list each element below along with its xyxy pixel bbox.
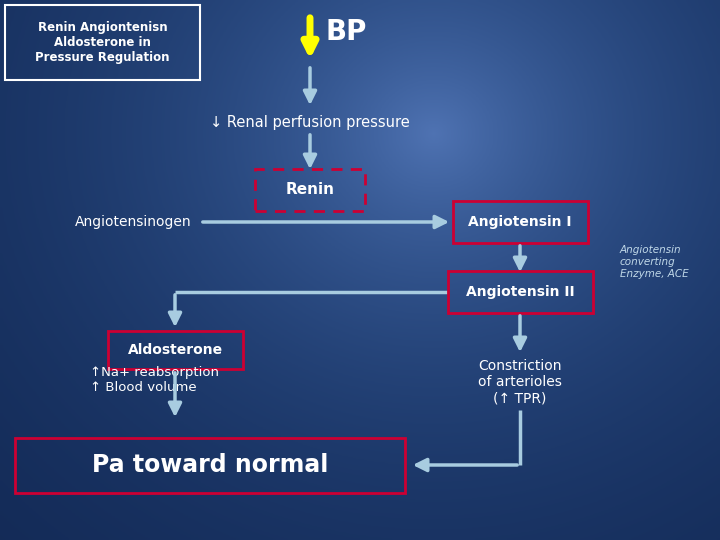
Bar [448,271,593,313]
Text: Renin Angiontenisn
Aldosterone in
Pressure Regulation: Renin Angiontenisn Aldosterone in Pressu… [35,21,170,64]
Text: ↓ Renal perfusion pressure: ↓ Renal perfusion pressure [210,114,410,130]
Text: Angiotensin I: Angiotensin I [468,215,572,229]
Bar [255,169,365,211]
Text: BP: BP [325,18,366,46]
Bar [107,331,243,369]
Bar [5,5,200,80]
Text: Angiotensin II: Angiotensin II [466,285,575,299]
Text: Aldosterone: Aldosterone [127,343,222,357]
Text: Pa toward normal: Pa toward normal [92,453,328,477]
Text: Renin: Renin [286,183,335,198]
Bar [15,437,405,492]
Text: Angiotensinogen: Angiotensinogen [75,215,192,229]
Bar [452,201,588,243]
Text: ↑Na+ reabsorption
↑ Blood volume: ↑Na+ reabsorption ↑ Blood volume [90,366,219,394]
Text: Angiotensin
converting
Enzyme, ACE: Angiotensin converting Enzyme, ACE [620,245,688,279]
Text: Constriction
of arterioles
(↑ TPR): Constriction of arterioles (↑ TPR) [478,359,562,405]
